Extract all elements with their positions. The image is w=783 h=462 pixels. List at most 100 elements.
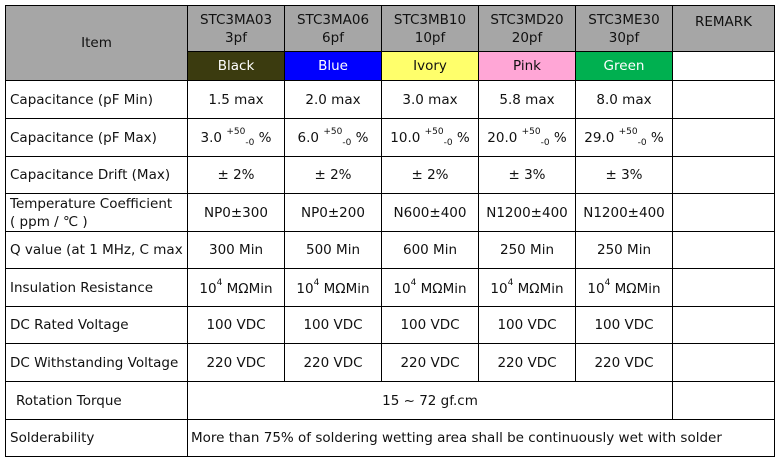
cell-value: 29.0 +50-0 % xyxy=(575,118,673,157)
resistance-base: 10 xyxy=(296,281,314,297)
row-label: DC Withstanding Voltage xyxy=(5,343,188,382)
cap-max-value: 29.0 xyxy=(584,130,615,146)
cell-value: N600±400 xyxy=(381,193,479,232)
table-row: DC Rated Voltage 100 VDC 100 VDC 100 VDC… xyxy=(5,306,775,344)
cell-value: 100 VDC xyxy=(478,306,576,344)
remark-cell xyxy=(672,80,775,119)
spec-table: Item STC3MA03 3pf STC3MA06 6pf STC3MB10 … xyxy=(5,5,775,457)
cell-value: 500 Min xyxy=(284,231,382,269)
resistance-unit: MΩMin xyxy=(420,281,467,297)
cell-value: 104 MΩMin xyxy=(381,268,479,307)
row-label: DC Rated Voltage xyxy=(5,306,188,344)
model-header: STC3ME30 30pf xyxy=(575,5,673,52)
row-label-line1: Temperature Coefficient xyxy=(10,195,173,212)
remark-cell xyxy=(672,231,775,269)
cell-value: ± 3% xyxy=(478,156,576,194)
cell-value: 100 VDC xyxy=(381,306,479,344)
table-row: Insulation Resistance 104 MΩMin 104 MΩMi… xyxy=(5,268,775,307)
resistance-base: 10 xyxy=(490,281,508,297)
resistance-unit: MΩMin xyxy=(226,281,273,297)
row-label: Solderability xyxy=(5,419,188,457)
model-code: STC3ME30 xyxy=(588,11,660,28)
cell-value: 220 VDC xyxy=(478,343,576,382)
row-label: Insulation Resistance xyxy=(5,268,188,307)
remark-cell xyxy=(672,381,775,420)
row-label: Rotation Torque xyxy=(5,381,188,420)
remark-cell xyxy=(672,306,775,344)
cell-value: ± 2% xyxy=(381,156,479,194)
model-code: STC3MA06 xyxy=(296,11,370,28)
cell-value: 250 Min xyxy=(575,231,673,269)
cell-value: 1.5 max xyxy=(187,80,285,119)
remark-cell xyxy=(672,268,775,307)
cell-value: NP0±200 xyxy=(284,193,382,232)
resistance-unit: MΩMin xyxy=(517,281,564,297)
percent-unit: % xyxy=(355,130,369,146)
table-row: Solderability More than 75% of soldering… xyxy=(5,419,775,457)
cell-value: 300 Min xyxy=(187,231,285,269)
remark-cell xyxy=(672,118,775,157)
cell-value: 220 VDC xyxy=(575,343,673,382)
model-capacity: 30pf xyxy=(608,29,640,46)
cell-value: 250 Min xyxy=(478,231,576,269)
remark-cell xyxy=(672,343,775,382)
cell-value: 10.0 +50-0 % xyxy=(381,118,479,157)
remark-cell xyxy=(672,51,775,81)
table-row: Capacitance (pF Max) 3.0 +50-0 % 6.0 +50… xyxy=(5,118,775,157)
resistance-unit: MΩMin xyxy=(323,281,370,297)
cell-value: N1200±400 xyxy=(575,193,673,232)
table-row: Capacitance (pF Min) 1.5 max 2.0 max 3.0… xyxy=(5,80,775,119)
color-swatch-black: Black xyxy=(187,51,285,81)
cell-value: 104 MΩMin xyxy=(187,268,285,307)
tolerance-minus: -0 xyxy=(342,138,352,148)
table-row: DC Withstanding Voltage 220 VDC 220 VDC … xyxy=(5,343,775,382)
cell-value: 3.0 max xyxy=(381,80,479,119)
color-swatch-ivory: Ivory xyxy=(381,51,479,81)
row-label: Capacitance (pF Min) xyxy=(5,80,188,119)
cell-value: 600 Min xyxy=(381,231,479,269)
tolerance-minus: -0 xyxy=(443,138,453,148)
cell-value: 3.0 +50-0 % xyxy=(187,118,285,157)
cell-value: 5.8 max xyxy=(478,80,576,119)
cap-max-value: 20.0 xyxy=(487,130,518,146)
tolerance-plus: +50 xyxy=(323,127,343,137)
resistance-exponent: 4 xyxy=(410,278,417,288)
table-row: Temperature Coefficient ( ppm / ℃ ) NP0±… xyxy=(5,193,775,232)
resistance-exponent: 4 xyxy=(313,278,320,288)
color-swatch-blue: Blue xyxy=(284,51,382,81)
merged-value: 15 ~ 72 gf.cm xyxy=(187,381,673,420)
cell-value: 2.0 max xyxy=(284,80,382,119)
row-label: Capacitance Drift (Max) xyxy=(5,156,188,194)
model-header: STC3MB10 10pf xyxy=(381,5,479,52)
cell-value: 220 VDC xyxy=(381,343,479,382)
resistance-exponent: 4 xyxy=(216,278,223,288)
remark-cell xyxy=(672,193,775,232)
table-row: Rotation Torque 15 ~ 72 gf.cm xyxy=(5,381,775,420)
percent-unit: % xyxy=(258,130,272,146)
model-code: STC3MB10 xyxy=(393,11,467,28)
tolerance-plus: +50 xyxy=(618,127,638,137)
model-header: STC3MD20 20pf xyxy=(478,5,576,52)
cell-value: NP0±300 xyxy=(187,193,285,232)
cap-max-value: 10.0 xyxy=(390,130,421,146)
remark-cell xyxy=(672,156,775,194)
resistance-base: 10 xyxy=(393,281,411,297)
resistance-unit: MΩMin xyxy=(614,281,661,297)
merged-value: More than 75% of soldering wetting area … xyxy=(187,419,775,457)
cell-value: 20.0 +50-0 % xyxy=(478,118,576,157)
cell-value: ± 2% xyxy=(187,156,285,194)
percent-unit: % xyxy=(456,130,470,146)
percent-unit: % xyxy=(650,130,664,146)
row-label: Q value (at 1 MHz, C max xyxy=(5,231,188,269)
row-label: Capacitance (pF Max) xyxy=(5,118,188,157)
model-capacity: 6pf xyxy=(322,29,344,46)
resistance-exponent: 4 xyxy=(507,278,514,288)
tolerance-plus: +50 xyxy=(521,127,541,137)
cell-value: 104 MΩMin xyxy=(284,268,382,307)
row-label-line2: ( ppm / ℃ ) xyxy=(10,213,88,230)
cell-value: ± 3% xyxy=(575,156,673,194)
model-header: STC3MA06 6pf xyxy=(284,5,382,52)
color-swatch-green: Green xyxy=(575,51,673,81)
cap-max-value: 3.0 xyxy=(200,130,223,146)
model-capacity: 10pf xyxy=(414,29,446,46)
